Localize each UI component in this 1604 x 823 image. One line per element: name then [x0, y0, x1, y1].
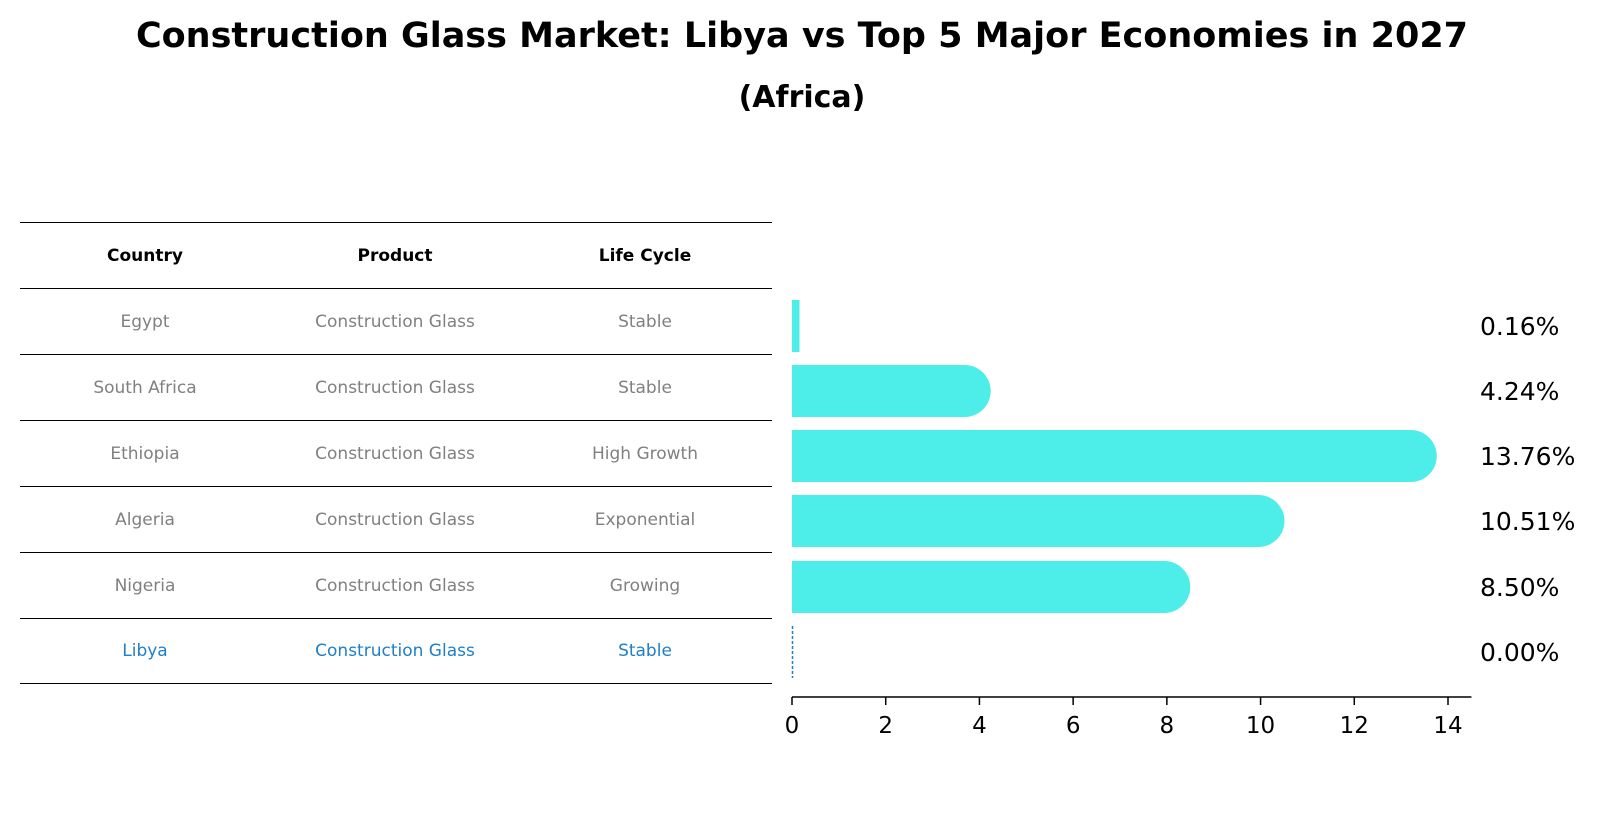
- chart-title: Construction Glass Market: Libya vs Top …: [135, 16, 1469, 56]
- bar: [792, 430, 1437, 482]
- cell-country: Libya: [122, 641, 168, 661]
- data-table: Country Product Life Cycle Egypt Constru…: [20, 222, 772, 684]
- cell-life-cycle: Stable: [618, 311, 672, 332]
- bar-value-label: 0.00%: [1480, 638, 1559, 667]
- cell-country: Ethiopia: [110, 443, 180, 464]
- bar-value-label: 10.51%: [1480, 507, 1575, 536]
- table-row: Algeria Construction Glass Exponential: [20, 486, 772, 552]
- x-tick-label: 12: [1340, 713, 1369, 739]
- table-row-highlight: Libya Construction Glass Stable: [20, 618, 772, 684]
- x-tick-label: 0: [785, 713, 800, 739]
- table-row: Egypt Construction Glass Stable: [20, 288, 772, 354]
- cell-country: Nigeria: [114, 575, 176, 596]
- cell-life-cycle: Growing: [609, 575, 681, 596]
- bar-value-label: 4.24%: [1480, 377, 1559, 406]
- table-row: Nigeria Construction Glass Growing: [20, 552, 772, 618]
- x-tick-label: 8: [1160, 713, 1175, 739]
- x-tick-label: 4: [972, 713, 987, 739]
- table-row: South Africa Construction Glass Stable: [20, 354, 772, 420]
- x-tick-label: 14: [1433, 713, 1462, 739]
- cell-life-cycle: Stable: [618, 377, 672, 398]
- bar: [792, 561, 1191, 613]
- header-country: Country: [107, 245, 183, 266]
- x-tick-label: 6: [1066, 713, 1081, 739]
- bar-value-label: 8.50%: [1480, 573, 1559, 602]
- cell-product: Construction Glass: [315, 641, 475, 661]
- cell-product: Construction Glass: [315, 509, 475, 530]
- cell-product: Construction Glass: [315, 311, 475, 332]
- bar-value-label: 0.16%: [1480, 312, 1559, 341]
- cell-country: Algeria: [115, 509, 175, 530]
- cell-product: Construction Glass: [315, 377, 475, 398]
- bar-value-label: 13.76%: [1480, 442, 1575, 471]
- x-tick-label: 10: [1246, 713, 1275, 739]
- cell-life-cycle: Stable: [618, 641, 672, 661]
- cell-country: Egypt: [120, 311, 170, 332]
- cell-product: Construction Glass: [315, 575, 475, 596]
- bar: [792, 300, 800, 352]
- table-row: Ethiopia Construction Glass High Growth: [20, 420, 772, 486]
- table-header-row: Country Product Life Cycle: [20, 222, 772, 288]
- header-product: Product: [357, 245, 433, 266]
- bar: [792, 365, 991, 417]
- cell-product: Construction Glass: [315, 443, 475, 464]
- cell-life-cycle: Exponential: [594, 509, 696, 530]
- header-life-cycle: Life Cycle: [598, 245, 692, 266]
- cell-life-cycle: High Growth: [591, 443, 698, 464]
- bar: [792, 495, 1285, 547]
- chart-subtitle: (Africa): [738, 80, 866, 115]
- x-tick-label: 2: [878, 713, 893, 739]
- cell-country: South Africa: [93, 377, 197, 398]
